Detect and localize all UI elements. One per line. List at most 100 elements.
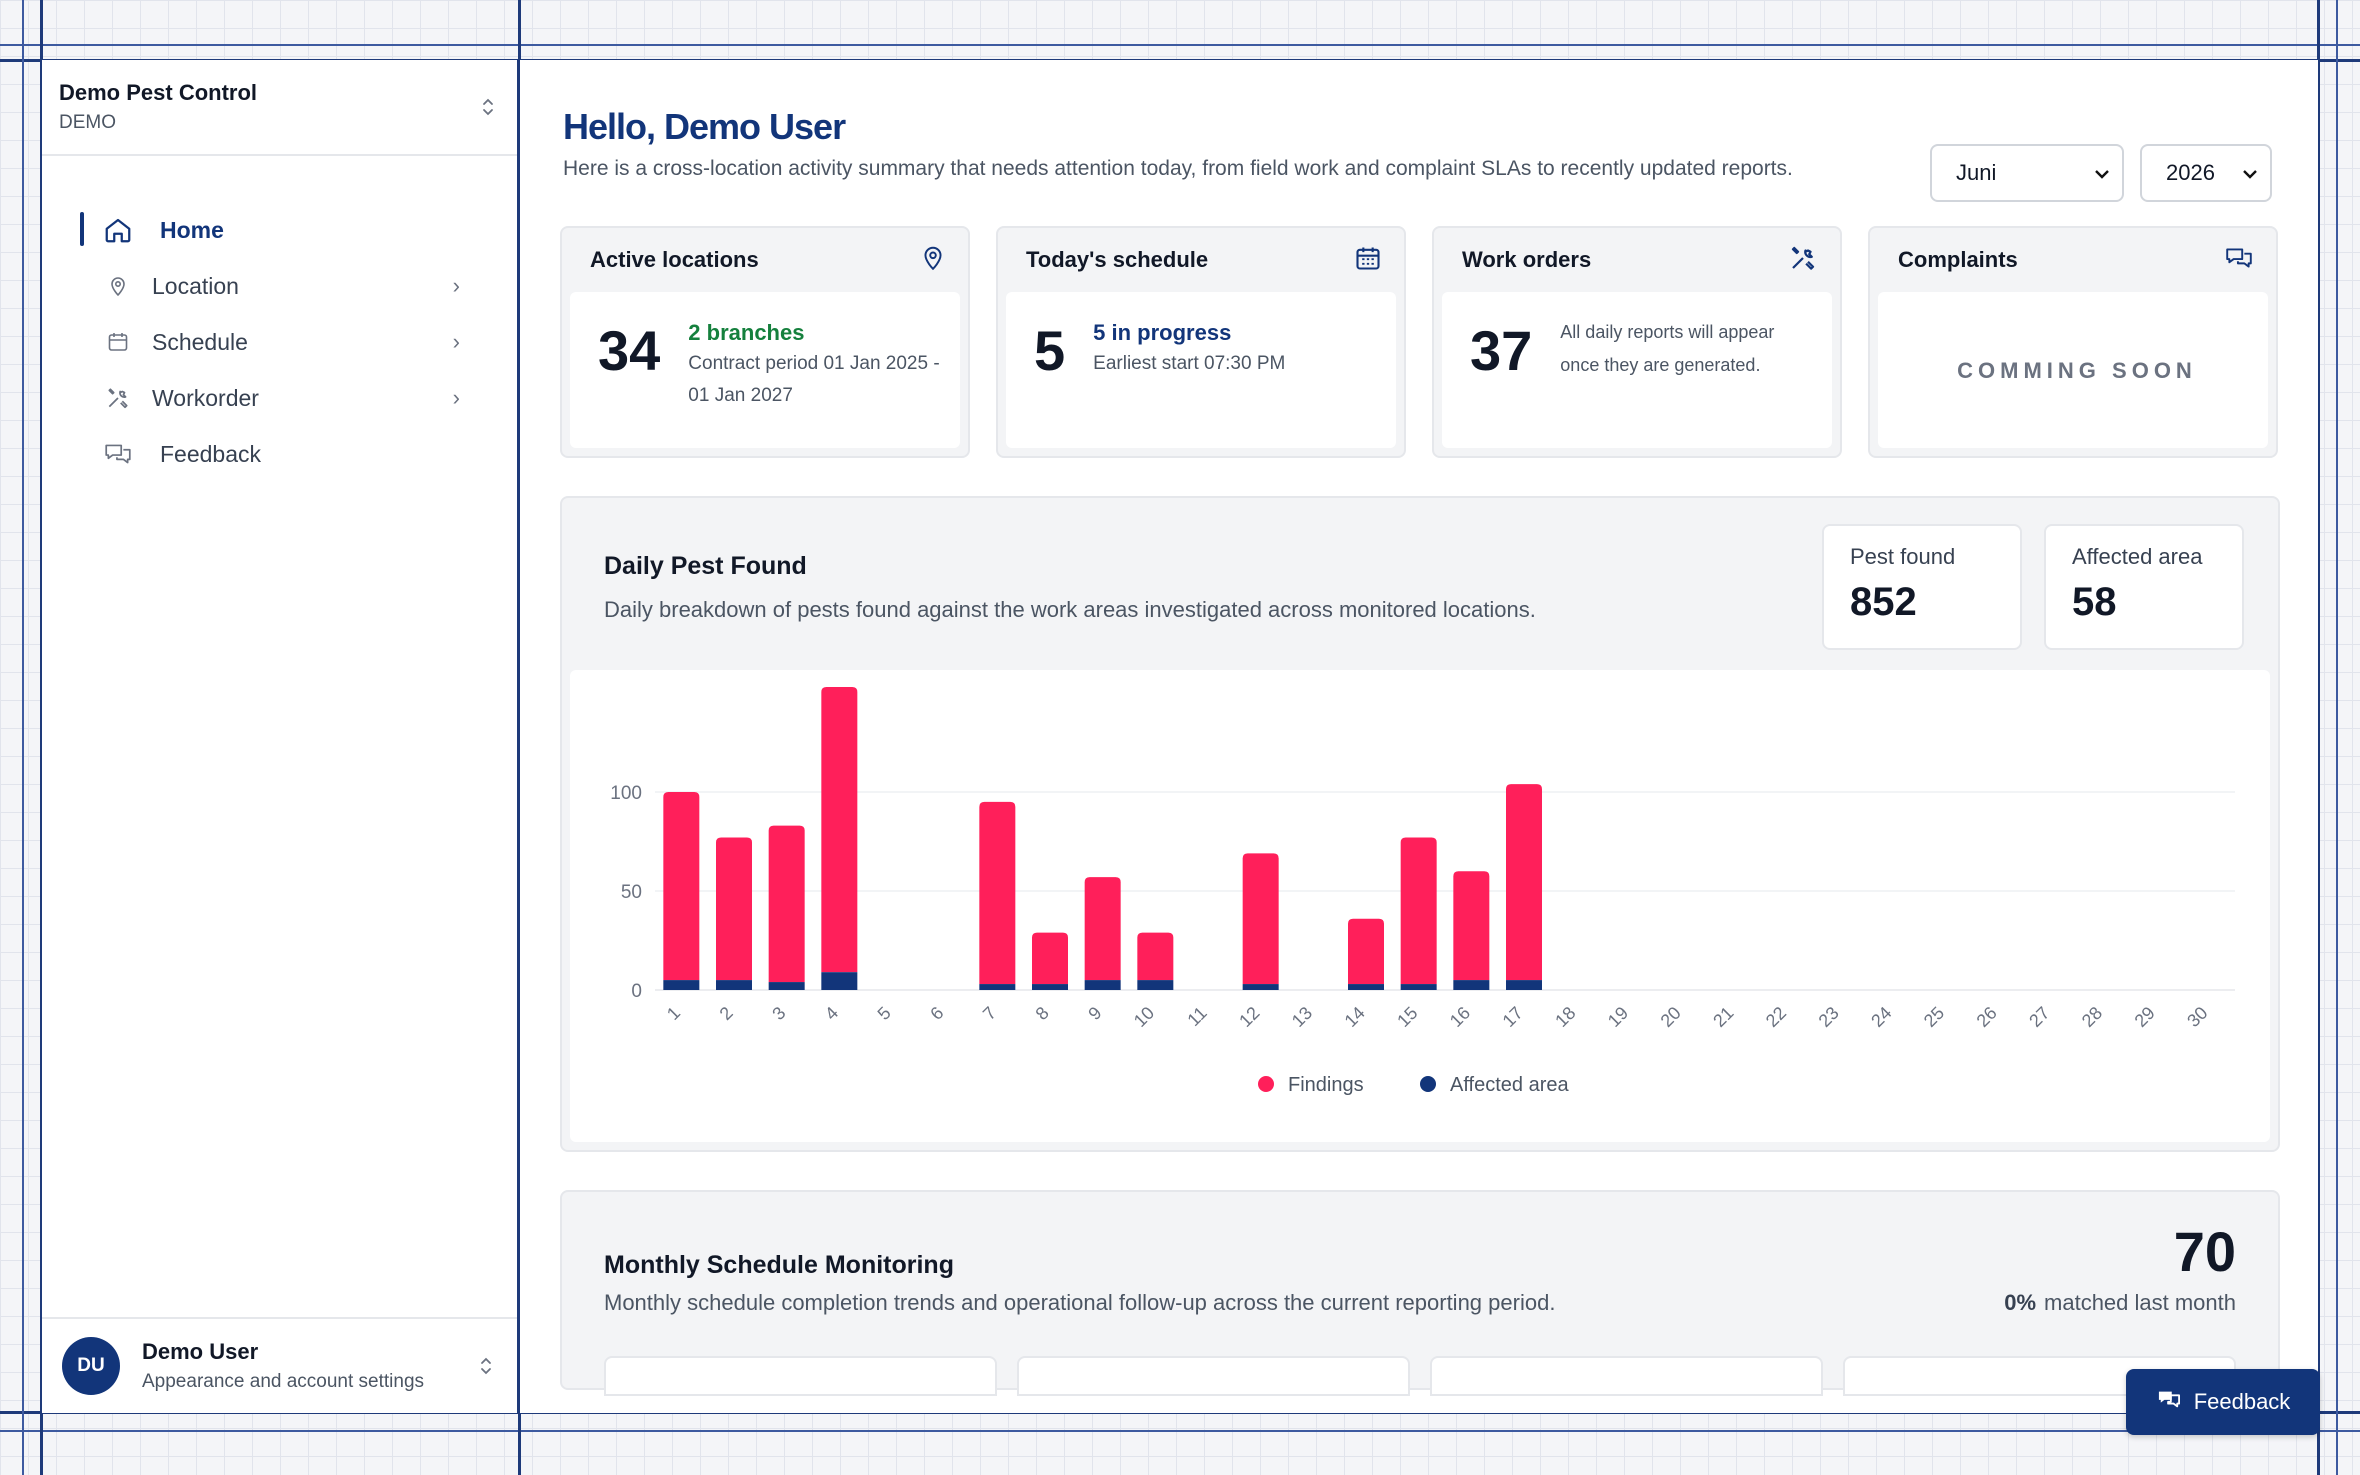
schedule-count: 5 bbox=[1034, 319, 1066, 382]
stat-value: 852 bbox=[1850, 580, 1917, 624]
bar-findings bbox=[1032, 932, 1068, 985]
bar-affected-area bbox=[1506, 980, 1542, 990]
chevron-updown-icon bbox=[479, 1356, 493, 1376]
panel-title: Daily Pest Found bbox=[604, 552, 807, 580]
todays-schedule-card[interactable]: Today's schedule 5 5 in progress Earlies… bbox=[996, 226, 1406, 458]
x-tick-label: 18 bbox=[1551, 1003, 1579, 1031]
x-tick-label: 16 bbox=[1446, 1003, 1474, 1031]
legend-label: Findings bbox=[1288, 1074, 1364, 1096]
chevron-updown-icon bbox=[481, 97, 495, 117]
frame-line bbox=[0, 1430, 2360, 1432]
location-pin-icon bbox=[102, 270, 134, 302]
stat-label: Affected area bbox=[2072, 544, 2203, 569]
x-tick-label: 23 bbox=[1815, 1003, 1843, 1031]
work-orders-note: All daily reports will appear once they … bbox=[1560, 322, 1775, 375]
home-icon bbox=[102, 214, 134, 246]
sidebar-item-label: Workorder bbox=[152, 384, 259, 411]
x-tick-label: 4 bbox=[821, 1003, 842, 1024]
x-tick-label: 5 bbox=[874, 1003, 895, 1024]
stat-value: 58 bbox=[2072, 580, 2117, 624]
sidebar-nav: Home Location › Schedule › Work bbox=[42, 156, 517, 1317]
page-intro: Here is a cross-location activity summar… bbox=[563, 157, 1793, 180]
page-title: Hello, Demo User bbox=[563, 106, 846, 147]
bar-affected-area bbox=[1453, 980, 1490, 990]
x-tick-label: 1 bbox=[663, 1003, 684, 1024]
x-tick-label: 9 bbox=[1084, 1003, 1105, 1024]
work-orders-count: 37 bbox=[1470, 319, 1533, 382]
branches-count: 2 branches bbox=[688, 320, 805, 345]
panel-subtitle: Monthly schedule completion trends and o… bbox=[604, 1290, 1556, 1315]
panel-subtitle: Daily breakdown of pests found against t… bbox=[604, 597, 1536, 622]
bar-affected-area bbox=[663, 980, 700, 990]
frame-line bbox=[0, 44, 2360, 46]
sidebar-item-home[interactable]: Home bbox=[80, 202, 460, 258]
sidebar-item-label: Location bbox=[152, 272, 239, 299]
bar-affected-area bbox=[1348, 984, 1384, 990]
card-title: Work orders bbox=[1462, 247, 1592, 272]
active-locations-card[interactable]: Active locations 34 2 branches Contract … bbox=[560, 226, 970, 458]
frame-line bbox=[2317, 0, 2320, 1475]
month-select[interactable]: Juni bbox=[1930, 144, 2124, 202]
frame-line bbox=[40, 0, 43, 1475]
sidebar-item-schedule[interactable]: Schedule › bbox=[80, 314, 460, 370]
x-tick-label: 30 bbox=[2183, 1003, 2211, 1031]
x-tick-label: 15 bbox=[1393, 1003, 1421, 1031]
org-switcher[interactable]: Demo Pest Control DEMO bbox=[42, 60, 517, 156]
app-window: Demo Pest Control DEMO Home Location › bbox=[42, 60, 2318, 1413]
org-code: DEMO bbox=[59, 112, 116, 133]
calendar-icon bbox=[1354, 244, 1382, 277]
bar-affected-area bbox=[768, 982, 805, 990]
x-tick-label: 7 bbox=[979, 1003, 1000, 1024]
bar-findings bbox=[663, 792, 700, 981]
monthly-sub-card bbox=[604, 1356, 997, 1396]
chevron-down-icon bbox=[2094, 163, 2110, 184]
x-tick-label: 11 bbox=[1183, 1003, 1210, 1030]
x-tick-label: 24 bbox=[1867, 1003, 1895, 1031]
org-name: Demo Pest Control bbox=[59, 80, 258, 105]
legend-swatch bbox=[1258, 1076, 1274, 1092]
bar-affected-area bbox=[1400, 984, 1437, 990]
bar-findings bbox=[1084, 877, 1121, 981]
change-label: matched last month bbox=[2044, 1290, 2236, 1315]
contract-period: Contract period 01 Jan 2025 - 01 Jan 202… bbox=[688, 353, 940, 406]
monthly-sub-card bbox=[1430, 1356, 1823, 1396]
x-tick-label: 13 bbox=[1288, 1003, 1316, 1031]
monthly-value: 70 bbox=[2173, 1220, 2236, 1283]
panel-title: Monthly Schedule Monitoring bbox=[604, 1251, 954, 1279]
x-tick-label: 28 bbox=[2078, 1003, 2106, 1031]
bar-findings bbox=[1348, 918, 1384, 985]
bar-findings bbox=[821, 687, 858, 973]
sidebar-item-label: Schedule bbox=[152, 328, 248, 355]
sidebar-item-workorder[interactable]: Workorder › bbox=[80, 370, 460, 426]
chat-bubbles-icon bbox=[2224, 244, 2254, 277]
bar-findings bbox=[1506, 784, 1542, 981]
complaints-card[interactable]: Complaints COMMING SOON bbox=[1868, 226, 2278, 458]
monthly-schedule-panel: Monthly Schedule Monitoring Monthly sche… bbox=[560, 1190, 2280, 1396]
sidebar-item-label: Feedback bbox=[160, 440, 262, 467]
card-title: Today's schedule bbox=[1026, 247, 1209, 272]
feedback-button[interactable]: Feedback bbox=[2126, 1369, 2320, 1435]
sidebar-item-feedback[interactable]: Feedback bbox=[80, 426, 460, 482]
sidebar-item-location[interactable]: Location › bbox=[80, 258, 460, 314]
year-value: 2026 bbox=[2166, 160, 2215, 185]
user-menu[interactable]: DU Demo User Appearance and account sett… bbox=[42, 1317, 517, 1413]
active-locations-count: 34 bbox=[598, 319, 661, 382]
x-tick-label: 2 bbox=[716, 1003, 737, 1024]
x-tick-label: 20 bbox=[1657, 1003, 1685, 1031]
bar-findings bbox=[1242, 853, 1279, 985]
chevron-right-icon: › bbox=[452, 329, 460, 354]
frame-line bbox=[2336, 0, 2338, 1475]
x-tick-label: 27 bbox=[2025, 1003, 2053, 1031]
chat-bubbles-icon bbox=[102, 438, 134, 470]
work-orders-card[interactable]: Work orders 37 All daily reports will ap… bbox=[1432, 226, 1842, 458]
x-tick-label: 21 bbox=[1709, 1003, 1737, 1031]
x-tick-label: 12 bbox=[1235, 1003, 1263, 1031]
y-tick-label: 100 bbox=[610, 783, 642, 804]
bar-affected-area bbox=[1137, 980, 1174, 990]
monthly-sub-card bbox=[1017, 1356, 1410, 1396]
bar-findings bbox=[1137, 932, 1174, 981]
x-tick-label: 17 bbox=[1499, 1003, 1527, 1031]
bar-findings bbox=[1453, 871, 1490, 981]
year-select[interactable]: 2026 bbox=[2140, 144, 2272, 202]
tools-icon bbox=[102, 382, 134, 414]
